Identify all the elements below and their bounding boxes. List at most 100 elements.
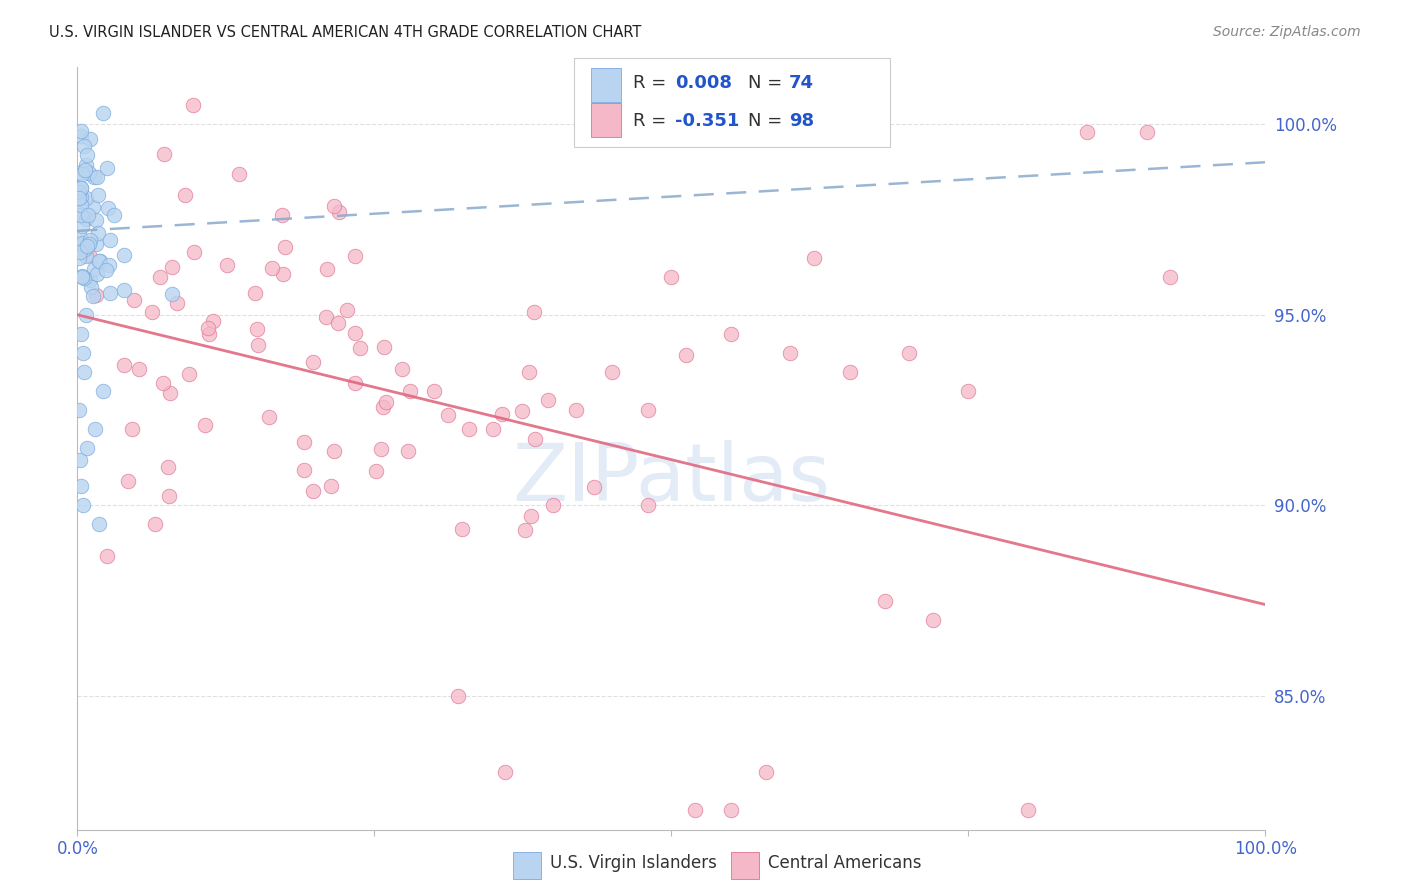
Point: [141, 304, 163, 318]
Point: [75, 242, 97, 256]
Point: [77, 237, 100, 252]
Point: [179, 367, 201, 381]
Point: [370, 442, 392, 456]
Point: [399, 384, 422, 398]
Point: [898, 346, 921, 360]
Point: [82, 288, 104, 302]
Point: [162, 287, 184, 301]
Point: [72, 499, 94, 513]
Point: [69, 229, 91, 244]
Point: [446, 689, 468, 703]
Point: [70, 326, 93, 341]
Point: [73, 365, 96, 379]
Point: [458, 422, 481, 436]
Point: [1159, 269, 1181, 284]
Point: [94, 263, 117, 277]
Point: [76, 148, 98, 162]
Point: [166, 296, 188, 310]
Point: [67, 191, 90, 205]
Text: N =: N =: [748, 112, 787, 129]
Point: [70, 208, 93, 222]
Point: [157, 459, 180, 474]
Point: [75, 308, 97, 322]
Point: [321, 479, 343, 493]
Point: [197, 321, 219, 335]
Point: [683, 804, 706, 818]
Point: [103, 208, 125, 222]
Point: [76, 441, 98, 455]
Point: [482, 422, 505, 436]
Point: [517, 365, 540, 379]
Point: [343, 326, 366, 341]
Point: [149, 269, 172, 284]
Point: [513, 523, 536, 537]
Point: [228, 167, 250, 181]
Point: [391, 362, 413, 376]
Point: [1017, 804, 1039, 818]
Point: [67, 166, 90, 180]
Point: [437, 408, 460, 422]
Point: [246, 322, 269, 336]
Point: [98, 233, 121, 247]
Point: [450, 522, 472, 536]
Point: [302, 354, 325, 368]
Point: [316, 262, 339, 277]
Text: 98: 98: [789, 112, 814, 129]
Point: [541, 499, 564, 513]
Point: [128, 361, 150, 376]
Point: [75, 211, 97, 226]
Point: [523, 432, 546, 446]
Point: [76, 239, 98, 253]
Point: [565, 403, 588, 417]
Text: U.S. Virgin Islanders: U.S. Virgin Islanders: [550, 855, 717, 872]
Point: [520, 508, 543, 523]
Point: [159, 385, 181, 400]
Point: [494, 765, 516, 780]
Point: [70, 181, 93, 195]
Point: [77, 166, 100, 180]
Point: [838, 365, 860, 379]
Text: U.S. VIRGIN ISLANDER VS CENTRAL AMERICAN 4TH GRADE CORRELATION CHART: U.S. VIRGIN ISLANDER VS CENTRAL AMERICAN…: [49, 25, 641, 40]
Point: [91, 105, 114, 120]
Point: [89, 254, 111, 268]
Point: [301, 484, 323, 499]
Point: [523, 305, 546, 319]
Point: [720, 804, 742, 818]
Point: [600, 365, 623, 379]
Point: [112, 247, 135, 261]
Point: [637, 403, 659, 417]
Point: [1076, 125, 1098, 139]
Point: [67, 187, 90, 202]
Point: [79, 280, 101, 294]
Point: [271, 208, 294, 222]
Point: [86, 267, 108, 281]
Point: [70, 237, 93, 252]
Point: [69, 197, 91, 211]
Point: [86, 169, 108, 184]
Point: [75, 191, 97, 205]
Point: [181, 98, 204, 112]
Point: [70, 167, 93, 181]
Point: [77, 209, 100, 223]
Point: [328, 204, 350, 219]
Point: [583, 480, 606, 494]
Point: [217, 258, 239, 272]
Point: [374, 395, 396, 409]
Point: [803, 251, 825, 265]
Point: [67, 191, 90, 205]
Point: [396, 443, 419, 458]
Point: [373, 340, 395, 354]
Point: [349, 341, 371, 355]
Point: [72, 346, 94, 360]
Point: [87, 517, 110, 532]
Point: [157, 489, 180, 503]
Point: [67, 403, 90, 417]
Point: [87, 227, 110, 241]
Point: [198, 327, 221, 342]
Point: [537, 392, 560, 407]
Point: [83, 169, 105, 184]
Point: [86, 188, 108, 202]
Point: [315, 310, 337, 325]
Point: [271, 267, 294, 281]
Point: [73, 139, 96, 153]
